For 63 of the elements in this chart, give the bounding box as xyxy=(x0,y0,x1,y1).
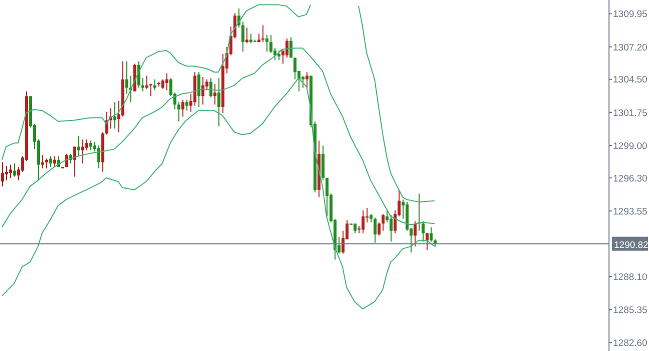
y-tick-label: 1293.55 xyxy=(613,206,648,218)
y-tick-label: 1299.00 xyxy=(613,140,648,152)
candlestick xyxy=(390,214,393,242)
candlestick xyxy=(245,27,248,44)
candlestick xyxy=(378,222,381,236)
candlestick xyxy=(249,33,252,44)
y-tick-label: 1296.30 xyxy=(613,173,648,184)
y-tick-label: 1282.60 xyxy=(613,338,648,349)
candlestick xyxy=(45,158,48,169)
candlestick xyxy=(197,72,200,108)
candlestick xyxy=(217,78,220,127)
candlestick xyxy=(49,156,52,168)
candlestick xyxy=(113,102,116,130)
y-tick-label: 1301.75 xyxy=(613,108,648,119)
candlestick xyxy=(149,84,152,97)
candlestick xyxy=(382,213,385,232)
candlestick xyxy=(269,34,272,54)
candlestick xyxy=(213,84,216,106)
candlestick xyxy=(73,146,76,178)
candlestick xyxy=(326,177,329,217)
candlestick xyxy=(374,217,377,244)
y-tick-label: 1309.95 xyxy=(613,9,648,20)
candlestick xyxy=(301,75,304,88)
line-series xyxy=(2,48,436,228)
candlestick xyxy=(306,72,308,90)
candlestick xyxy=(177,102,180,122)
candlestick xyxy=(145,75,148,90)
y-tick-label: 1288.10 xyxy=(613,272,648,283)
candlestick xyxy=(125,60,128,94)
ref-line-label: 1290.82 xyxy=(614,240,648,251)
candlestick xyxy=(209,78,212,98)
line-series xyxy=(358,6,436,202)
candlestick xyxy=(97,144,100,169)
candlestick xyxy=(414,220,417,247)
candlestick xyxy=(85,138,88,151)
candlestick xyxy=(430,226,433,242)
y-tick-label: 1307.20 xyxy=(613,42,648,54)
candlestick xyxy=(426,232,429,251)
candlestick xyxy=(81,138,84,164)
candlestick xyxy=(1,162,4,187)
y-tick-label: 1304.50 xyxy=(613,74,648,86)
candlestick xyxy=(89,140,92,151)
candlestick xyxy=(5,165,8,181)
candlestick xyxy=(285,38,288,58)
candlestick xyxy=(53,156,56,168)
candlestick xyxy=(165,72,168,91)
candlestick xyxy=(185,99,188,112)
candlestick xyxy=(241,21,244,52)
candlestick xyxy=(153,78,156,91)
candlestick xyxy=(362,210,365,234)
candlestick xyxy=(277,50,280,61)
candlestick xyxy=(161,78,164,90)
candlestick xyxy=(13,162,16,178)
candlestick xyxy=(181,99,184,118)
y-tick-label: 1285.35 xyxy=(613,304,648,316)
candlestick xyxy=(9,164,12,178)
candlestick xyxy=(422,220,425,242)
candlestick xyxy=(293,57,296,80)
candlestick xyxy=(354,223,357,234)
line-series xyxy=(2,4,312,160)
candlestick xyxy=(141,78,144,92)
candlestick xyxy=(265,34,268,52)
candlestick xyxy=(77,135,80,157)
